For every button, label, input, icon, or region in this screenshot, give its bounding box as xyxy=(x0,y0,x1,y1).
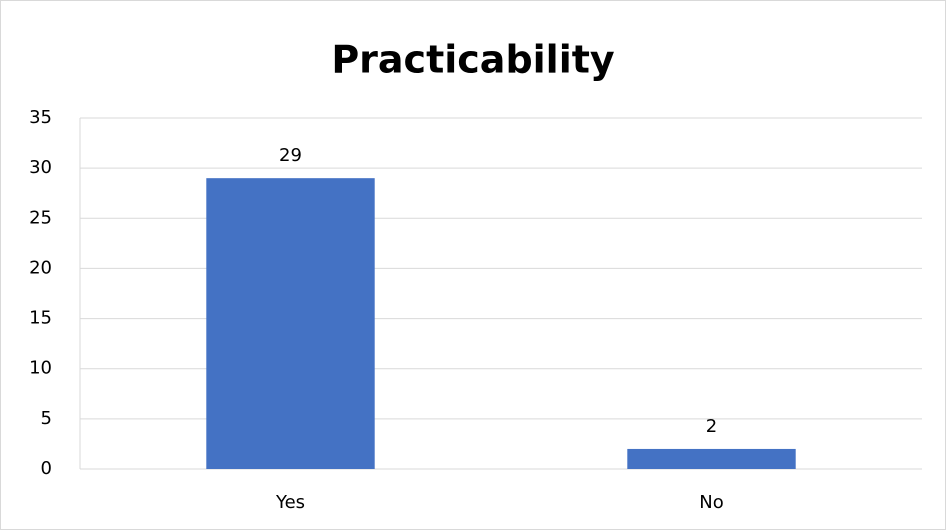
y-tick-label: 5 xyxy=(41,408,52,429)
y-tick-label: 30 xyxy=(29,157,52,178)
x-tick-label: No xyxy=(699,492,723,513)
bar xyxy=(627,448,796,469)
y-tick-label: 20 xyxy=(29,257,52,278)
data-label: 2 xyxy=(706,416,717,437)
y-tick-label: 0 xyxy=(41,458,52,479)
data-label: 29 xyxy=(279,145,302,166)
chart-title: Practicability xyxy=(331,38,615,82)
y-tick-label: 25 xyxy=(29,207,52,228)
bar xyxy=(206,178,375,469)
y-tick-label: 10 xyxy=(29,358,52,379)
y-tick-label: 15 xyxy=(29,308,52,329)
x-tick-label: Yes xyxy=(275,492,305,513)
y-tick-label: 35 xyxy=(29,107,52,128)
